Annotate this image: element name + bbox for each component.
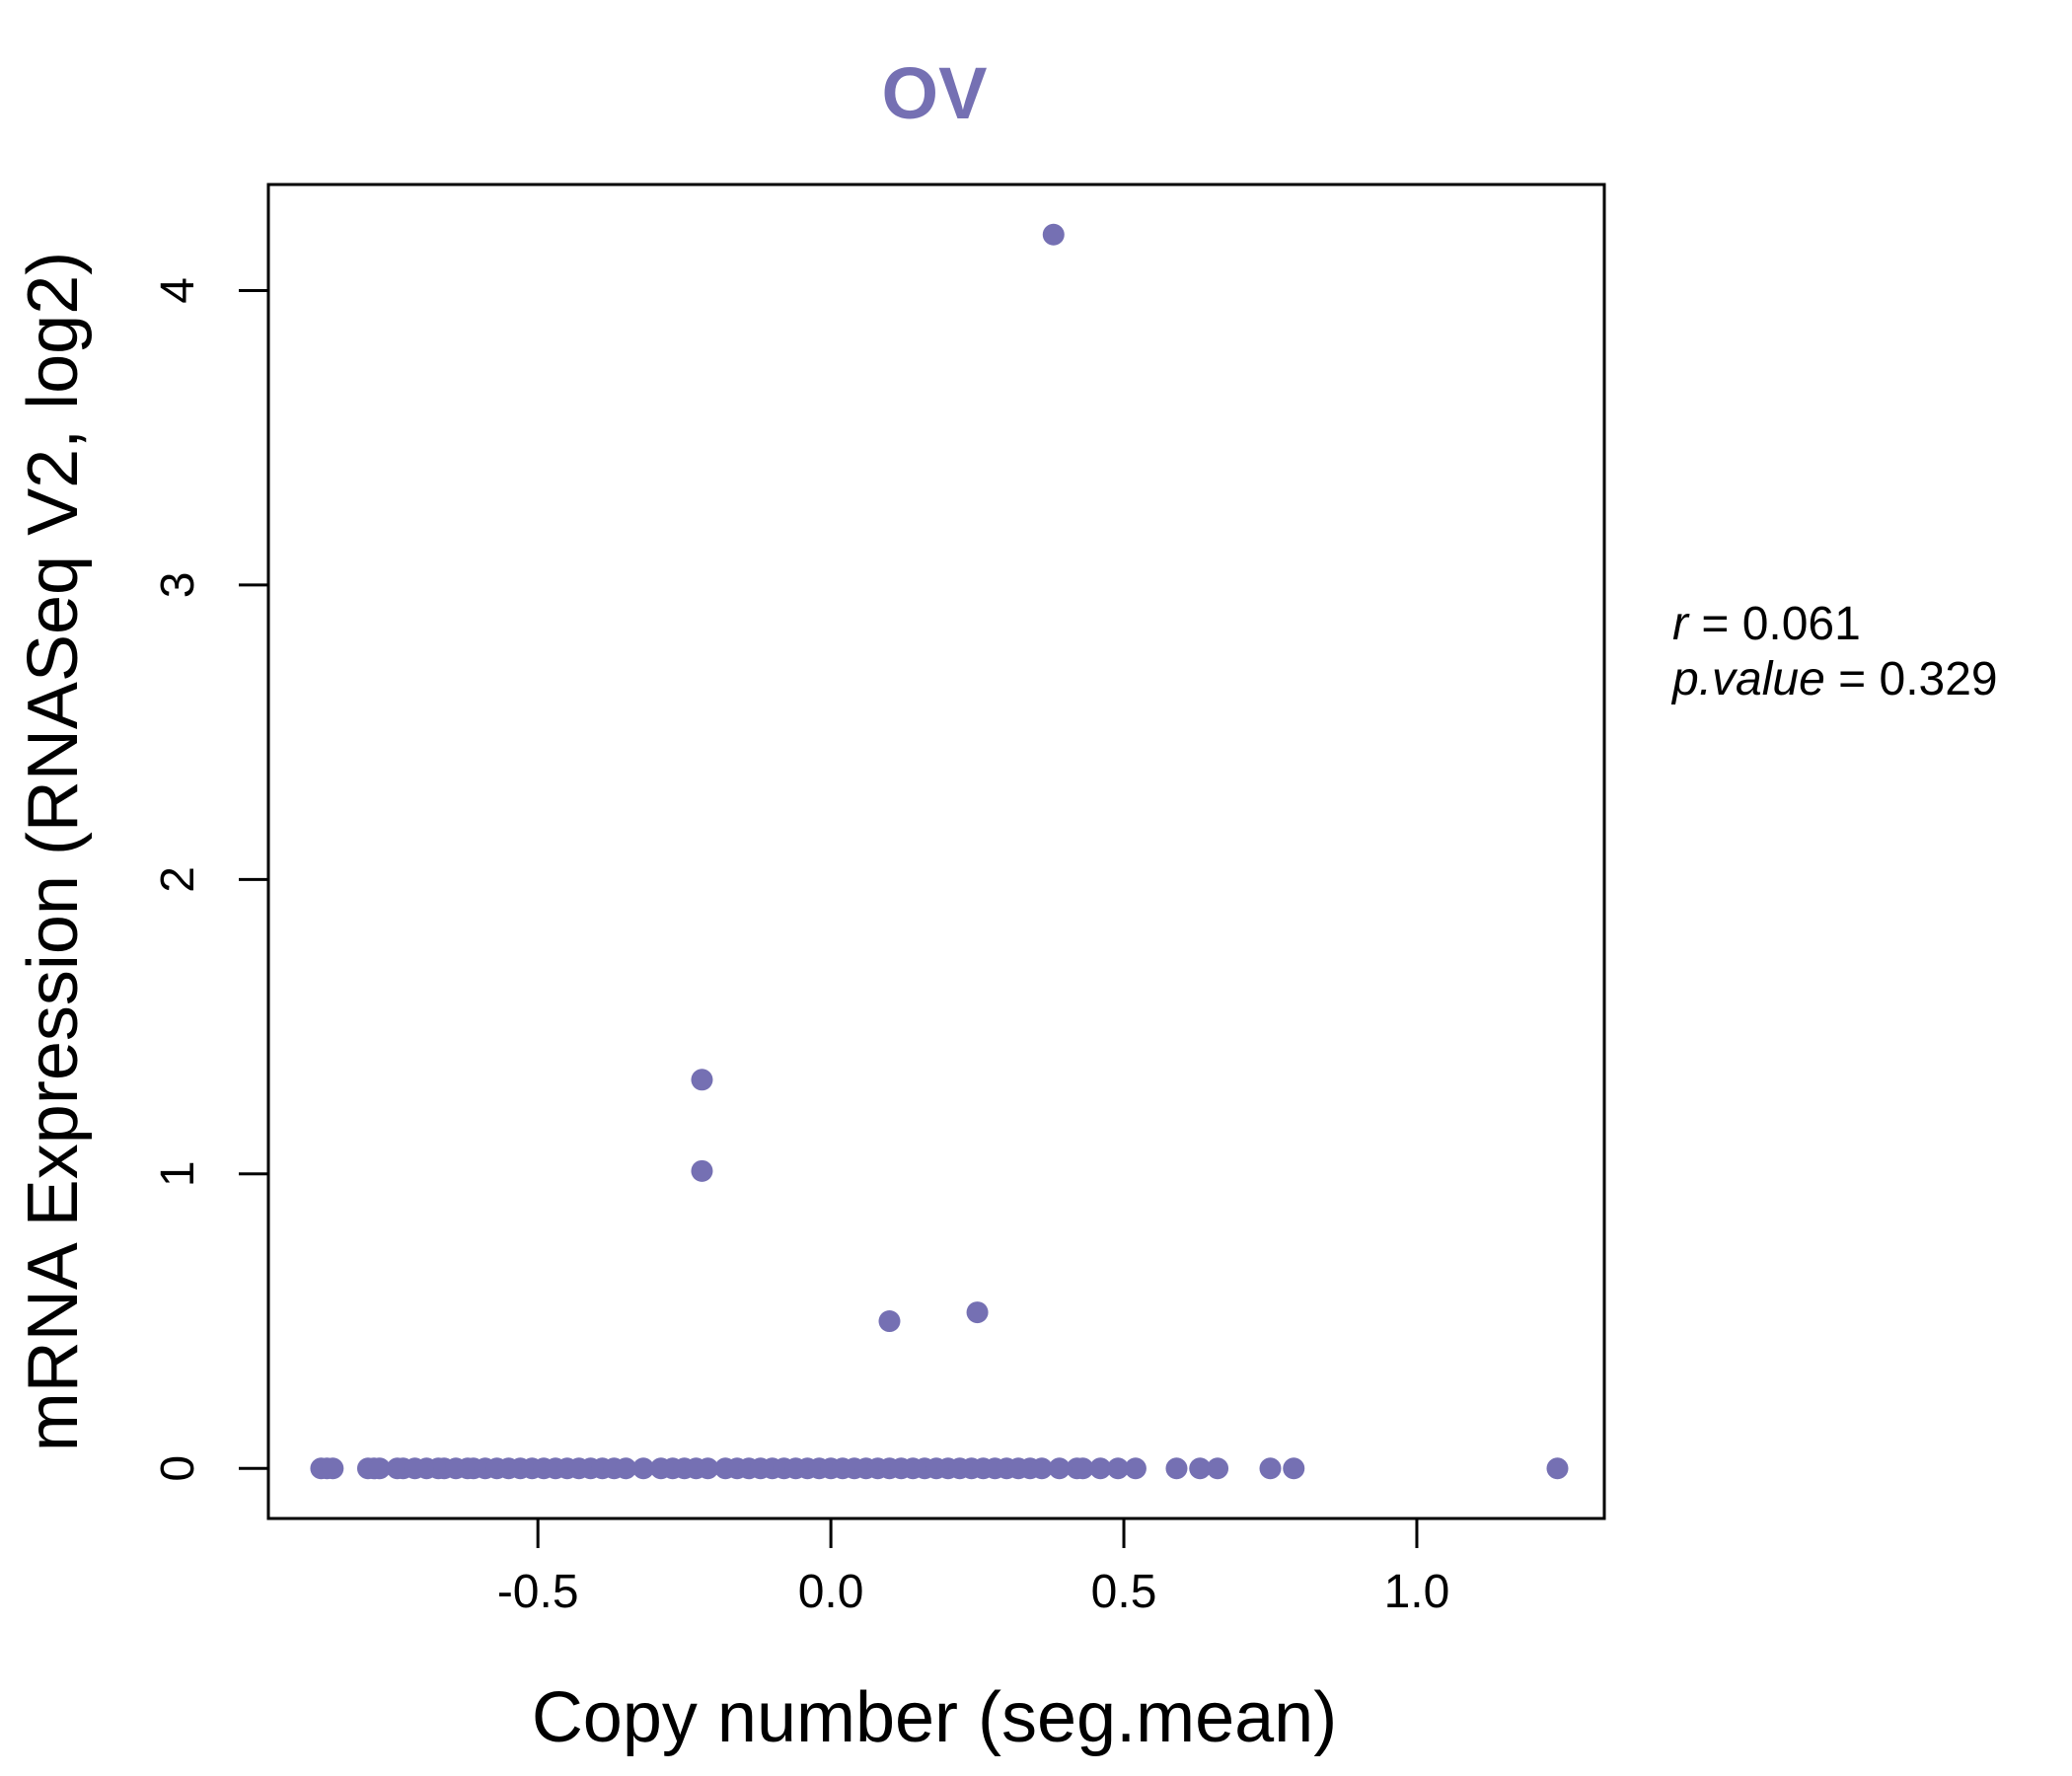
y-tick-label: 0 [152,1455,204,1482]
data-point [1546,1457,1569,1480]
y-axis-label: mRNA Expression (RNASeq V2, log2) [14,252,93,1451]
r-equals: = [1701,598,1729,650]
data-point [1072,1457,1094,1480]
data-point [322,1457,344,1480]
x-tick-label: -0.5 [497,1566,579,1618]
correlation-stat: r = 0.061 [1672,598,1861,650]
y-tick-label: 2 [152,866,204,893]
data-point [691,1069,713,1091]
r-value: 0.061 [1742,598,1861,650]
plot-frame [266,183,1606,1520]
p-equals: = [1838,653,1866,705]
data-point [1030,1457,1053,1480]
p-value-stat: p.value = 0.329 [1670,653,1998,705]
x-tick-label: 0.5 [1091,1566,1157,1618]
x-tick-label: 1.0 [1384,1566,1450,1618]
data-point [1165,1457,1188,1480]
x-axis-label: Copy number (seg.mean) [532,1678,1337,1757]
r-symbol: r [1672,598,1690,650]
data-point [1107,1457,1130,1480]
data-point [1259,1457,1282,1480]
p-value: 0.329 [1880,653,1998,705]
data-point [1042,223,1065,246]
y-tick-label: 3 [152,572,204,599]
data-point [697,1457,719,1480]
data-point [966,1301,989,1324]
data-point [878,1310,901,1333]
y-axis: 0 1 2 3 4 [152,277,270,1482]
x-tick-label: 0.0 [798,1566,864,1618]
data-point [1048,1457,1071,1480]
y-tick-label: 4 [152,277,204,304]
data-point [1124,1457,1147,1480]
y-tick-label: 1 [152,1160,204,1187]
data-point [1283,1457,1305,1480]
p-symbol: p.value [1670,653,1825,705]
data-point [1189,1457,1212,1480]
data-point [1207,1457,1229,1480]
data-point [632,1457,655,1480]
data-points [310,223,1569,1480]
data-point [1089,1457,1112,1480]
chart-title: OV [882,52,988,134]
data-point [615,1457,637,1480]
data-point [368,1457,391,1480]
x-axis: -0.5 0.0 0.5 1.0 [497,1517,1450,1618]
data-point [691,1159,713,1182]
